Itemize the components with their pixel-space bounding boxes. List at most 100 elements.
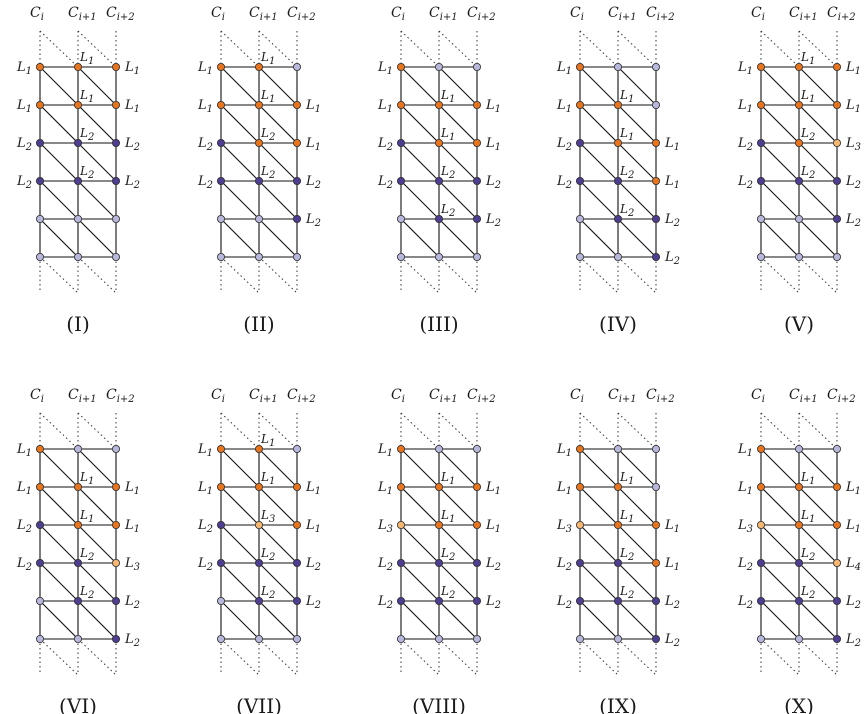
node-orange: [36, 101, 45, 110]
right-label: L2: [305, 174, 321, 191]
column-header-base: C: [211, 5, 222, 21]
column-header-subscript: i: [762, 394, 765, 405]
right-label: L1: [845, 518, 861, 535]
left-label-subscript: 2: [206, 524, 213, 535]
node-peach: [757, 521, 766, 530]
right-label: L1: [305, 136, 321, 153]
node-purple: [36, 559, 45, 568]
node-purple: [576, 176, 585, 185]
node-orange: [795, 101, 804, 110]
column-header-base: C: [827, 5, 838, 21]
node-lavender: [74, 214, 83, 223]
edge-label-subscript: 1: [269, 476, 275, 487]
node-lavender: [434, 252, 443, 261]
right-label: L1: [664, 556, 680, 573]
node-orange: [396, 482, 405, 491]
left-label-subscript: 1: [387, 448, 393, 459]
dotted-diagonal-top: [579, 30, 619, 68]
edge-label-subscript: 2: [627, 590, 634, 601]
grid-diagonal: [760, 448, 800, 488]
column-header-2: Ci+2: [646, 387, 675, 405]
node-orange: [472, 521, 481, 530]
node-peach: [254, 521, 263, 530]
right-label: L1: [124, 60, 140, 77]
left-label: L2: [556, 594, 572, 611]
right-label: L1: [664, 174, 680, 191]
left-label-base: L: [197, 442, 207, 457]
column-header-subscript: i: [762, 12, 765, 23]
grid-diagonal: [400, 562, 440, 602]
grid-diagonal: [258, 562, 298, 602]
grid-diagonal: [798, 180, 838, 220]
grid-diagonal: [438, 104, 478, 144]
node-purple: [216, 559, 225, 568]
edge-label-base: L: [800, 584, 809, 598]
right-label: L2: [664, 212, 680, 229]
node-orange: [434, 138, 443, 147]
grid-diagonal: [39, 486, 79, 526]
node-orange: [614, 138, 623, 147]
left-label-subscript: 1: [387, 486, 393, 497]
grid-diagonal: [438, 180, 478, 220]
edge-label-base: L: [79, 164, 88, 178]
right-label-subscript: 3: [134, 562, 140, 573]
grid-diagonal: [579, 448, 619, 488]
edge-label: L2: [79, 164, 94, 181]
edge-label-subscript: 2: [87, 170, 94, 181]
right-label-subscript: 2: [673, 638, 680, 649]
node-orange: [254, 482, 263, 491]
column-header-subscript: i+1: [800, 394, 818, 405]
left-label: L1: [737, 442, 753, 459]
left-label-subscript: 1: [207, 448, 213, 459]
right-label: L2: [845, 632, 861, 649]
grid-diagonal: [220, 104, 260, 144]
edge-label-subscript: 2: [627, 170, 634, 181]
column-header-1: Ci+1: [789, 387, 818, 405]
left-label: L2: [377, 136, 393, 153]
right-label: L1: [845, 480, 861, 497]
grid-diagonal: [39, 448, 79, 488]
grid-diagonal: [258, 66, 298, 106]
node-lavender: [74, 252, 83, 261]
left-label: L1: [737, 98, 753, 115]
node-lavender: [396, 635, 405, 644]
node-purple: [112, 635, 121, 644]
left-label-subscript: 2: [565, 142, 572, 153]
panel-7: Ci Ci+1 Ci+2L1L1L2L2L1L1L2L2L1L1L3L2L2(VII…: [197, 387, 321, 714]
left-label-base: L: [377, 480, 387, 495]
node-lavender: [112, 214, 121, 223]
edge-label-base: L: [79, 50, 88, 64]
edge-label-base: L: [260, 584, 269, 598]
left-label-subscript: 1: [26, 486, 32, 497]
edge-label-subscript: 2: [87, 552, 94, 563]
left-label-base: L: [737, 594, 747, 609]
node-orange: [74, 521, 83, 530]
left-label-base: L: [737, 518, 747, 533]
edge-label: L2: [440, 164, 455, 181]
grid-diagonal: [77, 600, 117, 640]
left-label-base: L: [16, 442, 26, 457]
grid-diagonal: [438, 142, 478, 182]
grid-diagonal: [617, 104, 657, 144]
column-header-subscript: i+2: [298, 12, 316, 23]
right-label-subscript: 2: [673, 600, 680, 611]
right-label: L4: [845, 556, 861, 573]
grid-diagonal: [579, 104, 619, 144]
edge-label: L2: [619, 164, 634, 181]
edge-label: L2: [619, 202, 634, 219]
node-orange: [472, 101, 481, 110]
column-header-subscript: i+1: [79, 394, 97, 405]
dotted-diagonal-top: [400, 30, 440, 68]
column-header-1: Ci+1: [608, 387, 637, 405]
node-purple: [576, 138, 585, 147]
grid-diagonal: [760, 104, 800, 144]
left-label-subscript: 1: [747, 104, 753, 115]
edge-label-subscript: 1: [269, 438, 275, 449]
left-label: L2: [377, 556, 393, 573]
right-label: L1: [124, 98, 140, 115]
right-label-subscript: 2: [854, 180, 861, 191]
node-purple: [434, 214, 443, 223]
column-header-2: Ci+2: [287, 387, 316, 405]
column-header-base: C: [287, 387, 298, 403]
